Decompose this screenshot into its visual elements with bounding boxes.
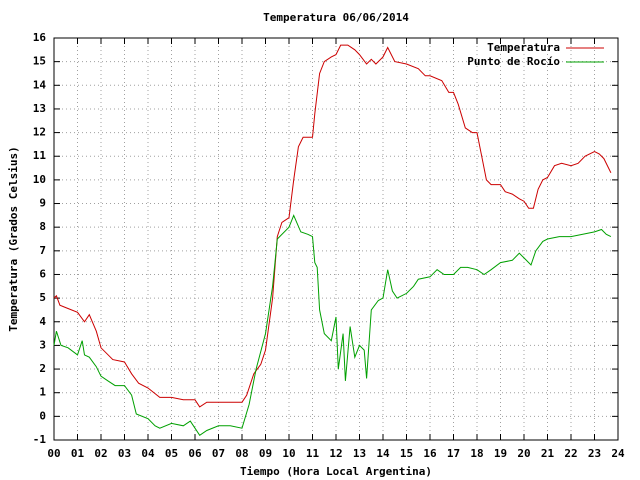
x-tick-label: 13 xyxy=(353,447,366,460)
y-tick-label: 1 xyxy=(39,386,46,399)
y-tick-label: 3 xyxy=(39,338,46,351)
x-tick-label: 07 xyxy=(212,447,225,460)
x-tick-label: 14 xyxy=(376,447,390,460)
y-axis-label: Temperatura (Grados Celsius) xyxy=(7,146,20,331)
series-line xyxy=(53,214,612,436)
x-tick-label: 22 xyxy=(564,447,577,460)
y-tick-label: 0 xyxy=(39,409,46,422)
x-tick-label: 12 xyxy=(329,447,342,460)
x-tick-label: 03 xyxy=(118,447,131,460)
y-tick-label: 10 xyxy=(33,173,46,186)
x-tick-label: 02 xyxy=(94,447,107,460)
x-tick-label: 01 xyxy=(71,447,85,460)
legend-label: Punto de Rocío xyxy=(467,55,560,68)
x-tick-label: 04 xyxy=(141,447,155,460)
x-tick-label: 17 xyxy=(447,447,460,460)
y-tick-label: 13 xyxy=(33,102,46,115)
x-tick-label: 24 xyxy=(611,447,625,460)
x-tick-label: 15 xyxy=(400,447,413,460)
y-tick-label: 15 xyxy=(33,55,46,68)
y-tick-label: 14 xyxy=(33,78,47,91)
y-tick-label: 12 xyxy=(33,126,46,139)
y-tick-label: 2 xyxy=(39,362,46,375)
x-axis-label: Tiempo (Hora Local Argentina) xyxy=(240,465,432,478)
y-tick-label: 16 xyxy=(33,31,47,44)
legend-label: Temperatura xyxy=(487,41,560,54)
x-tick-label: 08 xyxy=(235,447,248,460)
y-tick-label: 6 xyxy=(39,267,46,280)
x-tick-label: 20 xyxy=(517,447,530,460)
y-tick-label: 4 xyxy=(39,315,46,328)
x-tick-label: 05 xyxy=(165,447,178,460)
x-tick-label: 00 xyxy=(47,447,60,460)
plot-border xyxy=(53,37,619,441)
x-tick-label: 21 xyxy=(541,447,555,460)
series-line xyxy=(53,44,612,408)
y-tick-label: 5 xyxy=(39,291,46,304)
x-tick-label: 18 xyxy=(470,447,483,460)
y-tick-label: 7 xyxy=(39,244,46,257)
chart-title: Temperatura 06/06/2014 xyxy=(263,11,409,24)
y-tick-label: 8 xyxy=(39,220,46,233)
y-tick-label: 11 xyxy=(33,149,47,162)
x-tick-label: 23 xyxy=(588,447,601,460)
x-tick-label: 09 xyxy=(259,447,272,460)
x-tick-label: 16 xyxy=(423,447,437,460)
y-tick-label: -1 xyxy=(33,433,47,446)
y-tick-label: 9 xyxy=(39,197,46,210)
x-tick-label: 10 xyxy=(282,447,295,460)
x-tick-label: 19 xyxy=(494,447,507,460)
x-tick-label: 11 xyxy=(306,447,320,460)
x-tick-label: 06 xyxy=(188,447,202,460)
